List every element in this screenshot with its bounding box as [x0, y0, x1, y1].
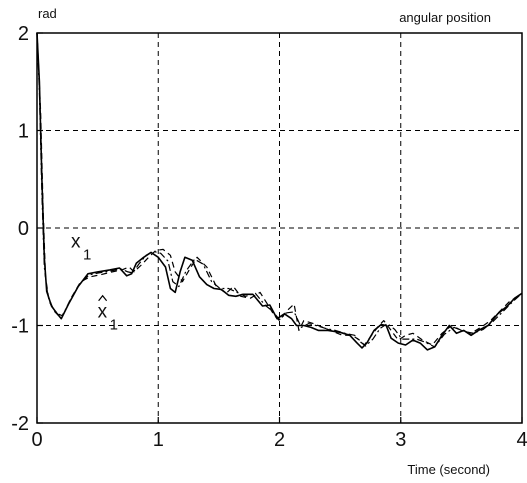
x-tick-label: 1 [153, 429, 164, 451]
y-tick-label: 1 [18, 121, 29, 143]
annotation-symbol: x [71, 232, 81, 253]
y-axis-label: rad [38, 6, 57, 21]
y-tick-label: -2 [11, 413, 29, 435]
grid [37, 33, 522, 423]
series-layer [36, 32, 523, 351]
x-tick-label: 3 [395, 429, 406, 451]
series-line-3 [36, 32, 523, 348]
x-axis-label: Time (second) [407, 462, 490, 477]
x-tick-label: 4 [516, 429, 527, 451]
annotation-subscript: 1 [83, 247, 91, 264]
y-tick-label: 2 [18, 23, 29, 45]
ticks: 0 1 2 3 4 -2 -1 0 1 2 [11, 23, 527, 451]
annotation-x1-hat: x1 [98, 294, 118, 334]
annotation-x1: x1 [71, 232, 91, 264]
hat-mark [98, 294, 108, 302]
y-tick-label: 0 [18, 218, 29, 240]
x-tick-label: 0 [31, 429, 42, 451]
annotation-subscript: 1 [110, 317, 118, 334]
x-tick-label: 2 [274, 429, 285, 451]
series-line-2 [36, 32, 523, 346]
annotation-symbol: x [98, 302, 108, 323]
chart-title: angular position [399, 10, 491, 25]
y-tick-label: -1 [11, 316, 29, 338]
